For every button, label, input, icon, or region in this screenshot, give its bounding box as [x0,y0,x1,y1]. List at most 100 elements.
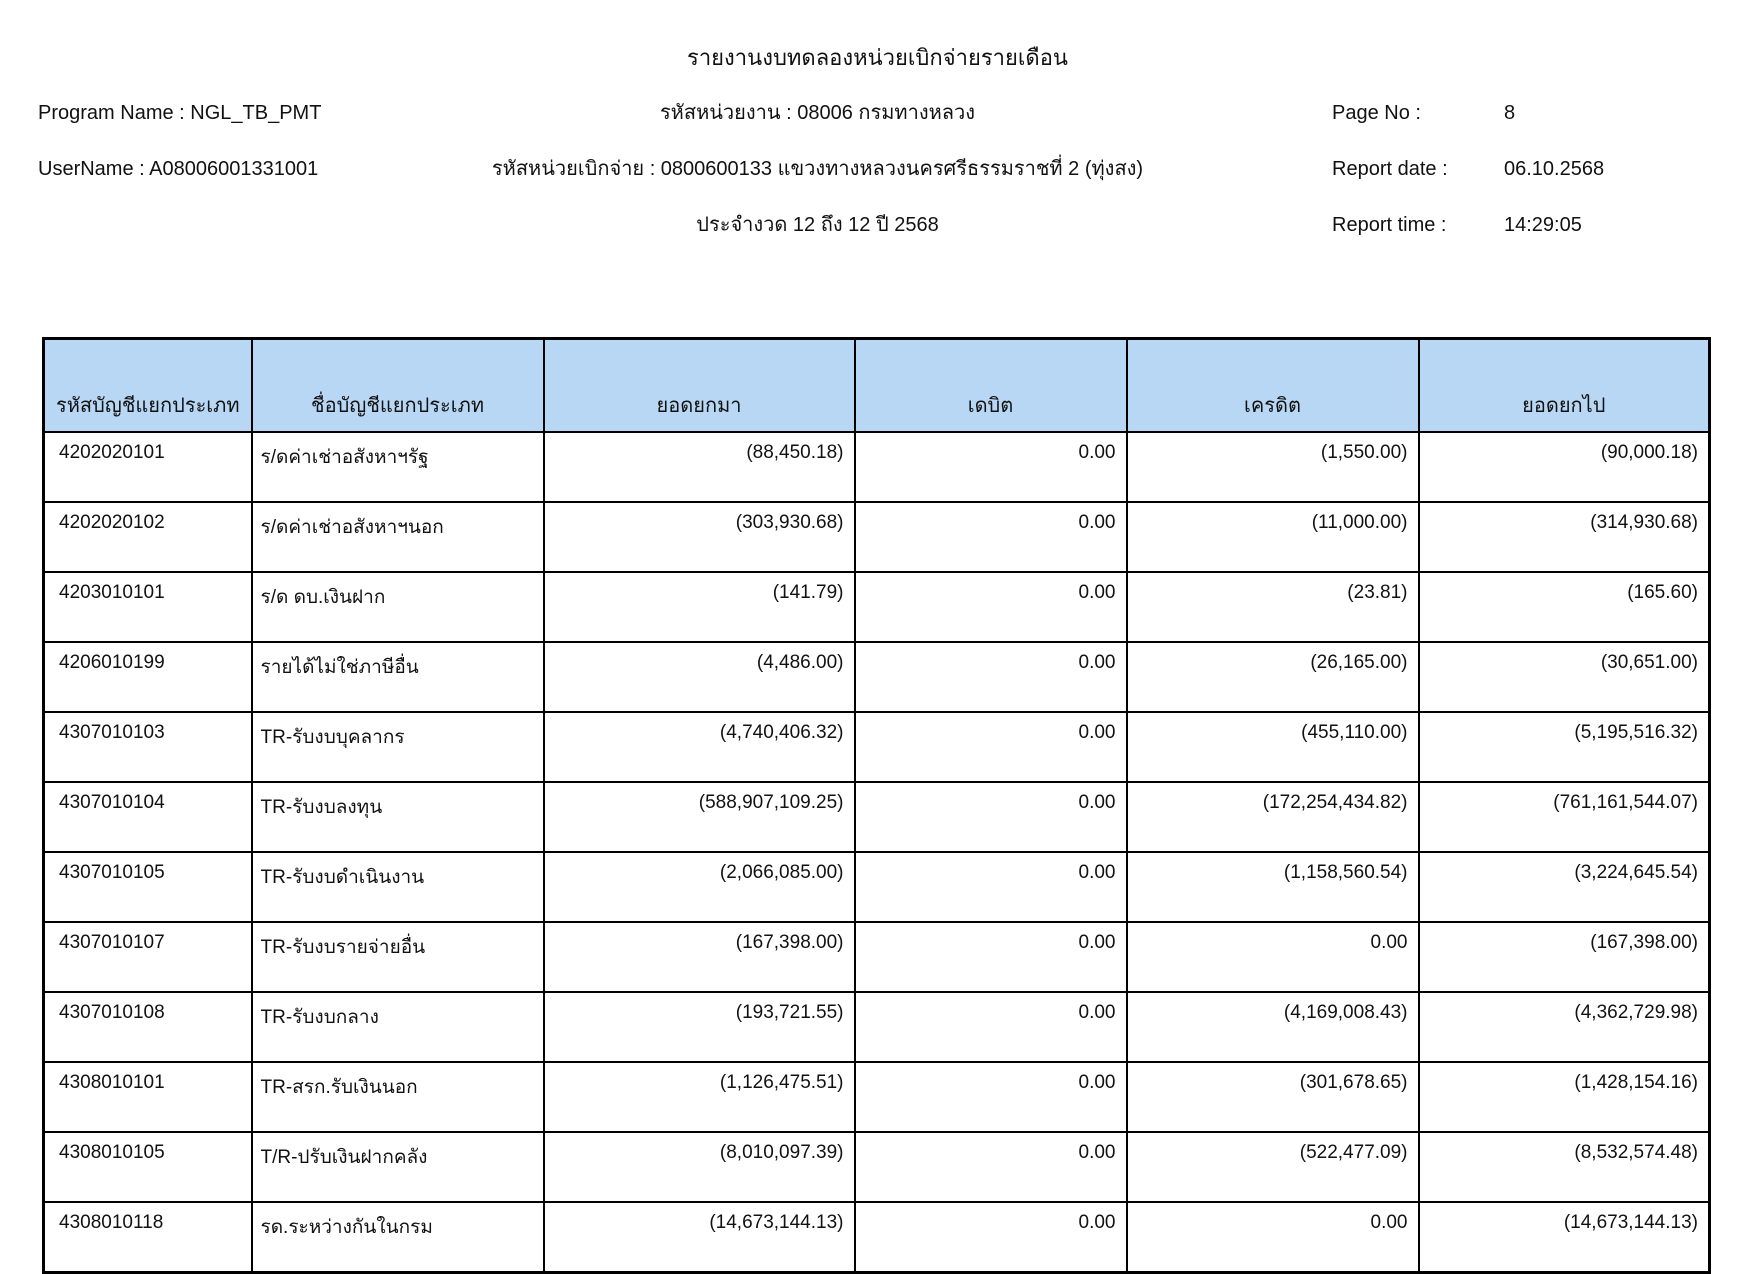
account-name-cell: รายได้ไม่ใช่ภาษีอื่น [250,641,545,713]
opening-balance-cell: (303,930.68) [542,501,856,573]
page-no-label: Page No : [1332,102,1421,124]
credit-cell: (1,158,560.54) [1125,851,1420,923]
table-body: 4202020101 ร/ดค่าเช่าอสังหาฯรัฐ (88,450.18… [42,431,1711,1274]
table-row: 4202020101 ร/ดค่าเช่าอสังหาฯรัฐ (88,450.18… [42,431,1711,503]
closing-balance-cell: (4,362,729.98) [1417,991,1711,1063]
account-name-cell: T/R-ปรับเงินฝากคลัง [250,1131,545,1203]
closing-balance-cell: (8,532,574.48) [1417,1131,1711,1203]
table-row: 4307010107 TR-รับงบรายจ่ายอื่น (167,398.00… [42,921,1711,993]
report-header-center: รหัสหน่วยงาน : 08006 กรมทางหลวง รหัสหน่ว… [300,98,1335,266]
opening-balance-cell: (1,126,475.51) [542,1061,856,1133]
program-name-line: Program Name : NGL_TB_PMT [38,102,322,124]
debit-cell: 0.00 [853,851,1128,923]
report-header-right: Page No : 8 Report date : 06.10.2568 Rep… [1332,98,1604,266]
debit-cell: 0.00 [853,1201,1128,1274]
debit-cell: 0.00 [853,711,1128,783]
report-date-line: Report date : 06.10.2568 [1332,154,1604,210]
account-name-cell: TR-รับงบบุคลากร [250,711,545,783]
credit-cell: (4,169,008.43) [1125,991,1420,1063]
account-code-cell: 4307010105 [42,851,253,923]
col-header-credit: เครดิต [1125,337,1420,433]
closing-balance-cell: (30,651.00) [1417,641,1711,713]
account-code-cell: 4308010118 [42,1201,253,1274]
account-code-cell: 4307010104 [42,781,253,853]
debit-cell: 0.00 [853,431,1128,503]
col-header-opening-balance: ยอดยกมา [542,337,856,433]
table-row: 4203010101 ร/ด ดบ.เงินฝาก (141.79) 0.00 (23.… [42,571,1711,643]
credit-cell: 0.00 [1125,921,1420,993]
table-row: 4307010105 TR-รับงบดำเนินงาน (2,066,085.00… [42,851,1711,923]
account-name-cell: ร/ดค่าเช่าอสังหาฯนอก [250,501,545,573]
opening-balance-cell: (588,907,109.25) [542,781,856,853]
credit-cell: (1,550.00) [1125,431,1420,503]
credit-cell: (26,165.00) [1125,641,1420,713]
opening-balance-cell: (167,398.00) [542,921,856,993]
account-code-cell: 4203010101 [42,571,253,643]
col-header-account-name: ชื่อบัญชีแยกประเภท [250,337,545,433]
table-row: 4307010104 TR-รับงบลงทุน (588,907,109.25) 0… [42,781,1711,853]
account-code-cell: 4307010108 [42,991,253,1063]
account-code-cell: 4307010103 [42,711,253,783]
table-row: 4206010199 รายได้ไม่ใช่ภาษีอื่น (4,486.00)… [42,641,1711,713]
opening-balance-cell: (4,486.00) [542,641,856,713]
account-name-cell: TR-รับงบกลาง [250,991,545,1063]
account-name-cell: TR-รับงบรายจ่ายอื่น [250,921,545,993]
table-row: 4308010101 TR-สรก.รับเงินนอก (1,126,475.51… [42,1061,1711,1133]
table-row: 4307010108 TR-รับงบกลาง (193,721.55) 0.00 (4… [42,991,1711,1063]
account-name-cell: TR-รับงบดำเนินงาน [250,851,545,923]
closing-balance-cell: (90,000.18) [1417,431,1711,503]
credit-cell: (23.81) [1125,571,1420,643]
report-time-label: Report time : [1332,214,1447,236]
account-code-cell: 4308010105 [42,1131,253,1203]
closing-balance-cell: (14,673,144.13) [1417,1201,1711,1274]
closing-balance-cell: (5,195,516.32) [1417,711,1711,783]
report-header-left: Program Name : NGL_TB_PMT UserName : A08… [38,98,321,210]
disbursement-unit-line: รหัสหน่วยเบิกจ่าย : 0800600133 แขวงทางหล… [491,158,1144,180]
credit-cell: (522,477.09) [1125,1131,1420,1203]
account-code-cell: 4308010101 [42,1061,253,1133]
col-header-account-code: รหัสบัญชีแยกประเภท [42,337,253,433]
agency-code-line: รหัสหน่วยงาน : 08006 กรมทางหลวง [659,102,976,124]
account-code-cell: 4307010107 [42,921,253,993]
account-code-cell: 4202020102 [42,501,253,573]
username-line: UserName : A08006001331001 [38,158,319,180]
credit-cell: 0.00 [1125,1201,1420,1274]
table-row: 4308010105 T/R-ปรับเงินฝากคลัง (8,010,097.… [42,1131,1711,1203]
debit-cell: 0.00 [853,501,1128,573]
table-row: 4202020102 ร/ดค่าเช่าอสังหาฯนอก (303,930.6… [42,501,1711,573]
trial-balance-table: รหัสบัญชีแยกประเภท ชื่อบัญชีแยกประเภท ยอ… [42,337,1711,1274]
debit-cell: 0.00 [853,571,1128,643]
account-code-cell: 4206010199 [42,641,253,713]
opening-balance-cell: (141.79) [542,571,856,643]
opening-balance-cell: (4,740,406.32) [542,711,856,783]
closing-balance-cell: (165.60) [1417,571,1711,643]
page-no-value: 8 [1504,102,1516,124]
debit-cell: 0.00 [853,921,1128,993]
opening-balance-cell: (8,010,097.39) [542,1131,856,1203]
account-name-cell: TR-สรก.รับเงินนอก [250,1061,545,1133]
account-name-cell: ร/ดค่าเช่าอสังหาฯรัฐ [250,431,545,503]
page-no-line: Page No : 8 [1332,98,1604,154]
col-header-debit: เดบิต [853,337,1128,433]
account-name-cell: ร/ด ดบ.เงินฝาก [250,571,545,643]
closing-balance-cell: (1,428,154.16) [1417,1061,1711,1133]
table-row: 4308010118 รด.ระหว่างกันในกรม (14,673,144.… [42,1201,1711,1274]
report-time-value: 14:29:05 [1504,214,1582,236]
credit-cell: (301,678.65) [1125,1061,1420,1133]
table-header-row: รหัสบัญชีแยกประเภท ชื่อบัญชีแยกประเภท ยอ… [42,337,1711,433]
table-row: 4307010103 TR-รับงบบุคลากร (4,740,406.32) 0… [42,711,1711,783]
opening-balance-cell: (88,450.18) [542,431,856,503]
closing-balance-cell: (761,161,544.07) [1417,781,1711,853]
period-line: ประจำงวด 12 ถึง 12 ปี 2568 [696,214,939,236]
report-date-value: 06.10.2568 [1504,158,1605,180]
report-time-line: Report time : 14:29:05 [1332,210,1604,266]
closing-balance-cell: (167,398.00) [1417,921,1711,993]
report-title: รายงานงบทดลองหน่วยเบิกจ่ายรายเดือน [687,45,1068,70]
debit-cell: 0.00 [853,1061,1128,1133]
report-date-label: Report date : [1332,158,1448,180]
closing-balance-cell: (3,224,645.54) [1417,851,1711,923]
opening-balance-cell: (2,066,085.00) [542,851,856,923]
opening-balance-cell: (14,673,144.13) [542,1201,856,1274]
debit-cell: 0.00 [853,1131,1128,1203]
account-code-cell: 4202020101 [42,431,253,503]
